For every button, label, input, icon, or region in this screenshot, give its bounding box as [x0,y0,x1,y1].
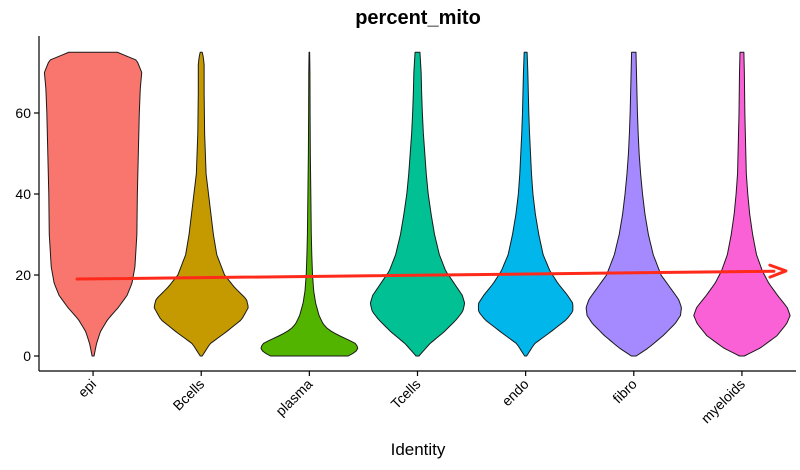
y-ticks-group: 0 20 40 60 [15,105,39,364]
trend-arrow-line [75,269,776,281]
x-tick-label: fibro [609,376,640,407]
violin-tcells [369,51,466,357]
violin-endo [477,51,574,357]
trend-arrow-head [768,263,788,279]
x-tick-label: myeloids [698,376,748,426]
violin-myeloids [693,51,791,357]
violin-epi [43,51,143,357]
x-tick-label: endo [498,376,531,409]
y-tick-label: 20 [15,267,31,283]
violins-group [43,51,791,357]
violin-fibro [585,51,682,357]
chart-title: percent_mito [355,7,481,29]
y-tick-label: 0 [23,348,31,364]
x-axis-label: Identity [391,440,446,459]
violin-plasma [260,51,359,357]
y-tick-label: 60 [15,105,31,121]
annotation-group [75,263,788,281]
violin-bcells [153,51,249,357]
x-tick-label: Bcells [170,376,208,414]
x-tick-label: epi [75,376,100,401]
y-tick-label: 40 [15,186,31,202]
x-tick-label: plasma [272,376,315,419]
x-tick-label: Tcells [388,376,424,412]
x-ticks-group: epi Bcells plasma Tcells endo fibro myeloids [75,371,748,426]
